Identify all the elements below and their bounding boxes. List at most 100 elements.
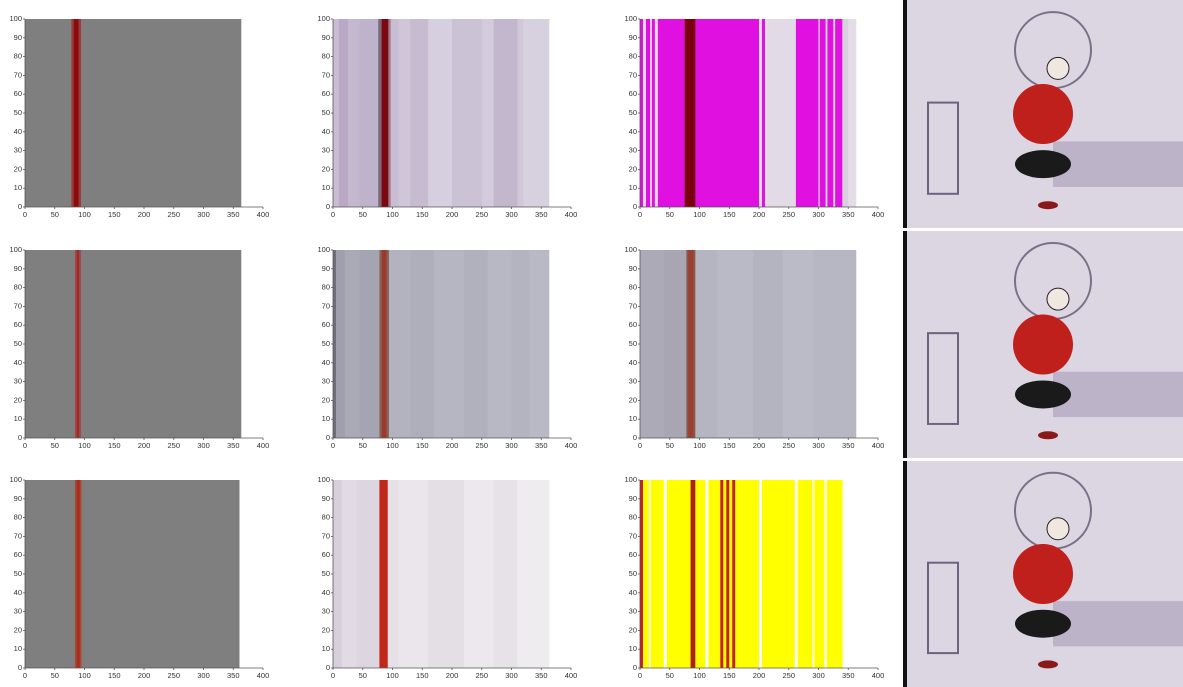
x-tick-label: 400 bbox=[872, 441, 885, 450]
stripe bbox=[642, 480, 650, 668]
x-tick-label: 0 bbox=[331, 210, 335, 219]
x-tick-label: 50 bbox=[51, 671, 59, 680]
x-tick-label: 350 bbox=[842, 441, 855, 450]
stripe bbox=[381, 19, 389, 207]
x-tick-label: 350 bbox=[535, 210, 548, 219]
stripe bbox=[666, 480, 691, 668]
stripe bbox=[380, 19, 383, 207]
stripe bbox=[761, 19, 766, 207]
y-tick-label: 30 bbox=[629, 377, 637, 386]
stripe bbox=[71, 19, 75, 207]
y-tick-label: 10 bbox=[629, 644, 637, 653]
stripe bbox=[695, 19, 700, 207]
y-tick-label: 70 bbox=[322, 531, 330, 540]
stripe bbox=[690, 480, 696, 668]
stripe bbox=[640, 19, 644, 207]
stripe bbox=[640, 250, 665, 438]
stripe bbox=[529, 250, 550, 438]
chair bbox=[927, 561, 959, 655]
stripe bbox=[333, 250, 337, 438]
y-tick-label: 70 bbox=[629, 531, 637, 540]
stripe bbox=[648, 480, 652, 668]
y-tick-label: 30 bbox=[322, 607, 330, 616]
y-tick-label: 10 bbox=[14, 183, 22, 192]
x-tick-label: 100 bbox=[78, 210, 91, 219]
stripe bbox=[79, 250, 82, 438]
x-tick-label: 400 bbox=[257, 671, 270, 680]
x-tick-label: 150 bbox=[108, 671, 121, 680]
stripe bbox=[388, 250, 411, 438]
y-tick-label: 30 bbox=[322, 146, 330, 155]
y-tick-label: 30 bbox=[14, 146, 22, 155]
floor-pattern bbox=[1053, 371, 1183, 418]
y-tick-label: 90 bbox=[629, 264, 637, 273]
stripe bbox=[717, 250, 754, 438]
x-tick-label: 0 bbox=[331, 671, 335, 680]
stripe bbox=[493, 19, 518, 207]
x-tick-label: 100 bbox=[693, 441, 706, 450]
x-tick-label: 400 bbox=[565, 210, 578, 219]
x-tick-label: 150 bbox=[723, 210, 736, 219]
cartoon-frame bbox=[903, 461, 1183, 687]
stripe bbox=[819, 19, 826, 207]
stripe bbox=[517, 480, 550, 668]
stripe bbox=[686, 250, 689, 438]
x-tick-label: 400 bbox=[565, 441, 578, 450]
y-tick-label: 100 bbox=[624, 475, 637, 484]
stripe bbox=[759, 480, 763, 668]
stripe bbox=[650, 480, 665, 668]
y-tick-label: 70 bbox=[629, 301, 637, 310]
stripe bbox=[767, 19, 797, 207]
x-tick-label: 150 bbox=[416, 210, 429, 219]
stripe bbox=[761, 480, 795, 668]
y-tick-label: 100 bbox=[317, 14, 330, 23]
stripe bbox=[463, 250, 488, 438]
stripe bbox=[386, 250, 390, 438]
shoe bbox=[1038, 201, 1058, 210]
head bbox=[1046, 517, 1070, 541]
stripe bbox=[657, 19, 685, 207]
y-tick-label: 50 bbox=[14, 339, 22, 348]
y-tick-label: 80 bbox=[629, 52, 637, 61]
stripe bbox=[684, 19, 696, 207]
stripe bbox=[73, 19, 79, 207]
y-tick-label: 50 bbox=[629, 108, 637, 117]
x-tick-label: 150 bbox=[108, 210, 121, 219]
y-tick-label: 60 bbox=[14, 320, 22, 329]
stripe bbox=[693, 250, 696, 438]
y-tick-label: 60 bbox=[629, 320, 637, 329]
stripe bbox=[463, 480, 494, 668]
x-tick-label: 350 bbox=[535, 671, 548, 680]
stripe bbox=[25, 250, 76, 438]
y-tick-label: 10 bbox=[629, 183, 637, 192]
y-tick-label: 90 bbox=[14, 33, 22, 42]
stripe bbox=[640, 480, 644, 668]
stripe bbox=[74, 250, 78, 438]
x-tick-label: 200 bbox=[138, 210, 151, 219]
x-tick-label: 0 bbox=[23, 210, 27, 219]
stripe bbox=[517, 19, 524, 207]
x-tick-label: 350 bbox=[842, 671, 855, 680]
stripe bbox=[654, 19, 659, 207]
x-tick-label: 150 bbox=[416, 441, 429, 450]
y-tick-label: 20 bbox=[322, 625, 330, 634]
stripe bbox=[795, 19, 819, 207]
stripe bbox=[812, 480, 815, 668]
stripe bbox=[729, 480, 733, 668]
x-tick-label: 250 bbox=[782, 441, 795, 450]
head bbox=[1046, 287, 1070, 311]
x-tick-label: 100 bbox=[386, 210, 399, 219]
x-tick-label: 50 bbox=[51, 210, 59, 219]
stripe bbox=[642, 19, 647, 207]
y-tick-label: 10 bbox=[629, 414, 637, 423]
stripe bbox=[428, 19, 453, 207]
stripe bbox=[818, 19, 820, 207]
stripe bbox=[825, 19, 828, 207]
y-tick-label: 40 bbox=[629, 358, 637, 367]
floor-pattern bbox=[1053, 141, 1183, 187]
x-tick-label: 150 bbox=[723, 441, 736, 450]
x-tick-label: 350 bbox=[842, 210, 855, 219]
x-tick-label: 250 bbox=[475, 441, 488, 450]
x-tick-label: 300 bbox=[505, 210, 518, 219]
